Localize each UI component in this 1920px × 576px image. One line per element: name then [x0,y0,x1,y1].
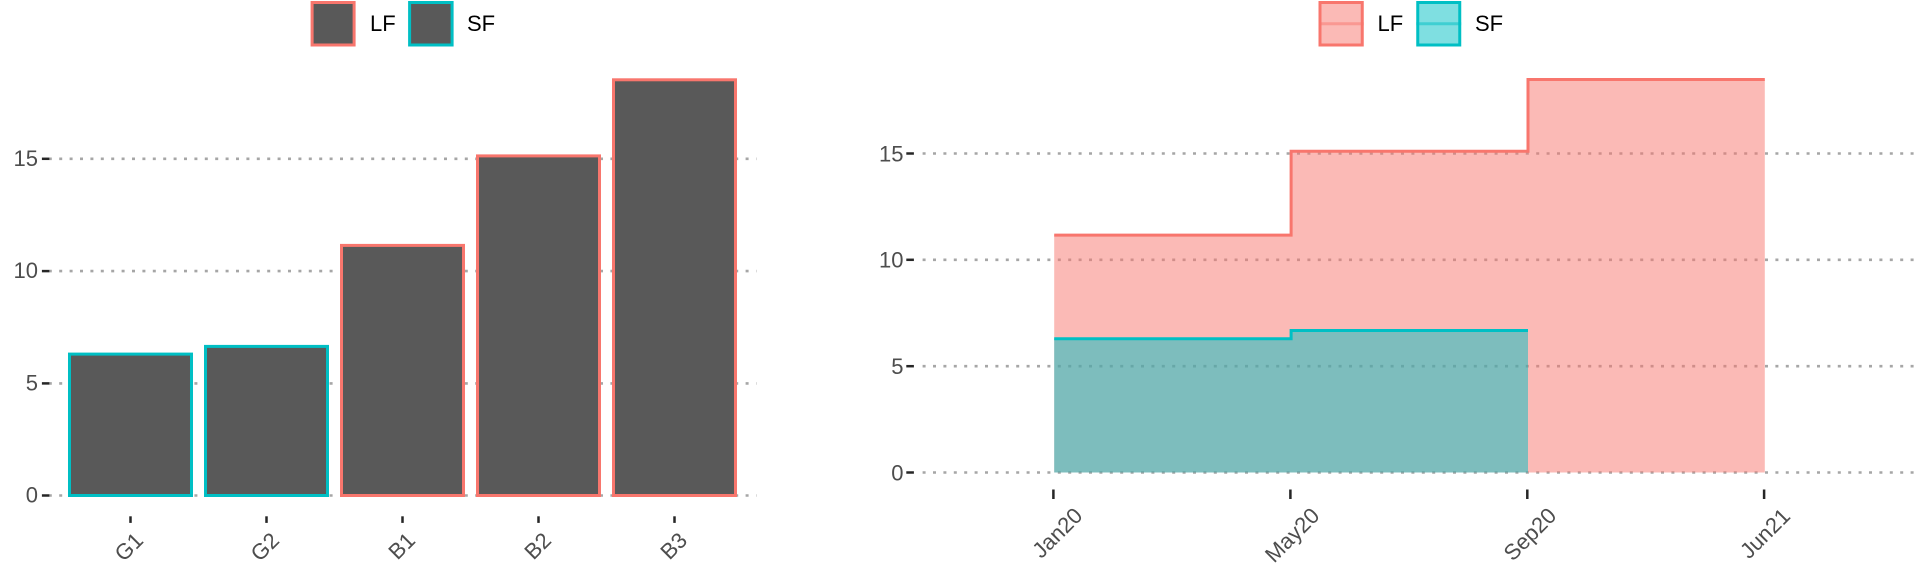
svg-text:LF: LF [370,11,396,36]
svg-text:15: 15 [879,141,903,166]
svg-text:5: 5 [891,354,903,379]
svg-text:5: 5 [26,371,38,396]
svg-text:SF: SF [1475,11,1503,36]
svg-text:SF: SF [467,11,495,36]
svg-text:10: 10 [14,258,38,283]
svg-text:0: 0 [891,460,903,485]
svg-text:0: 0 [26,483,38,508]
svg-text:10: 10 [879,248,903,273]
svg-text:15: 15 [14,146,38,171]
svg-text:LF: LF [1378,11,1404,36]
